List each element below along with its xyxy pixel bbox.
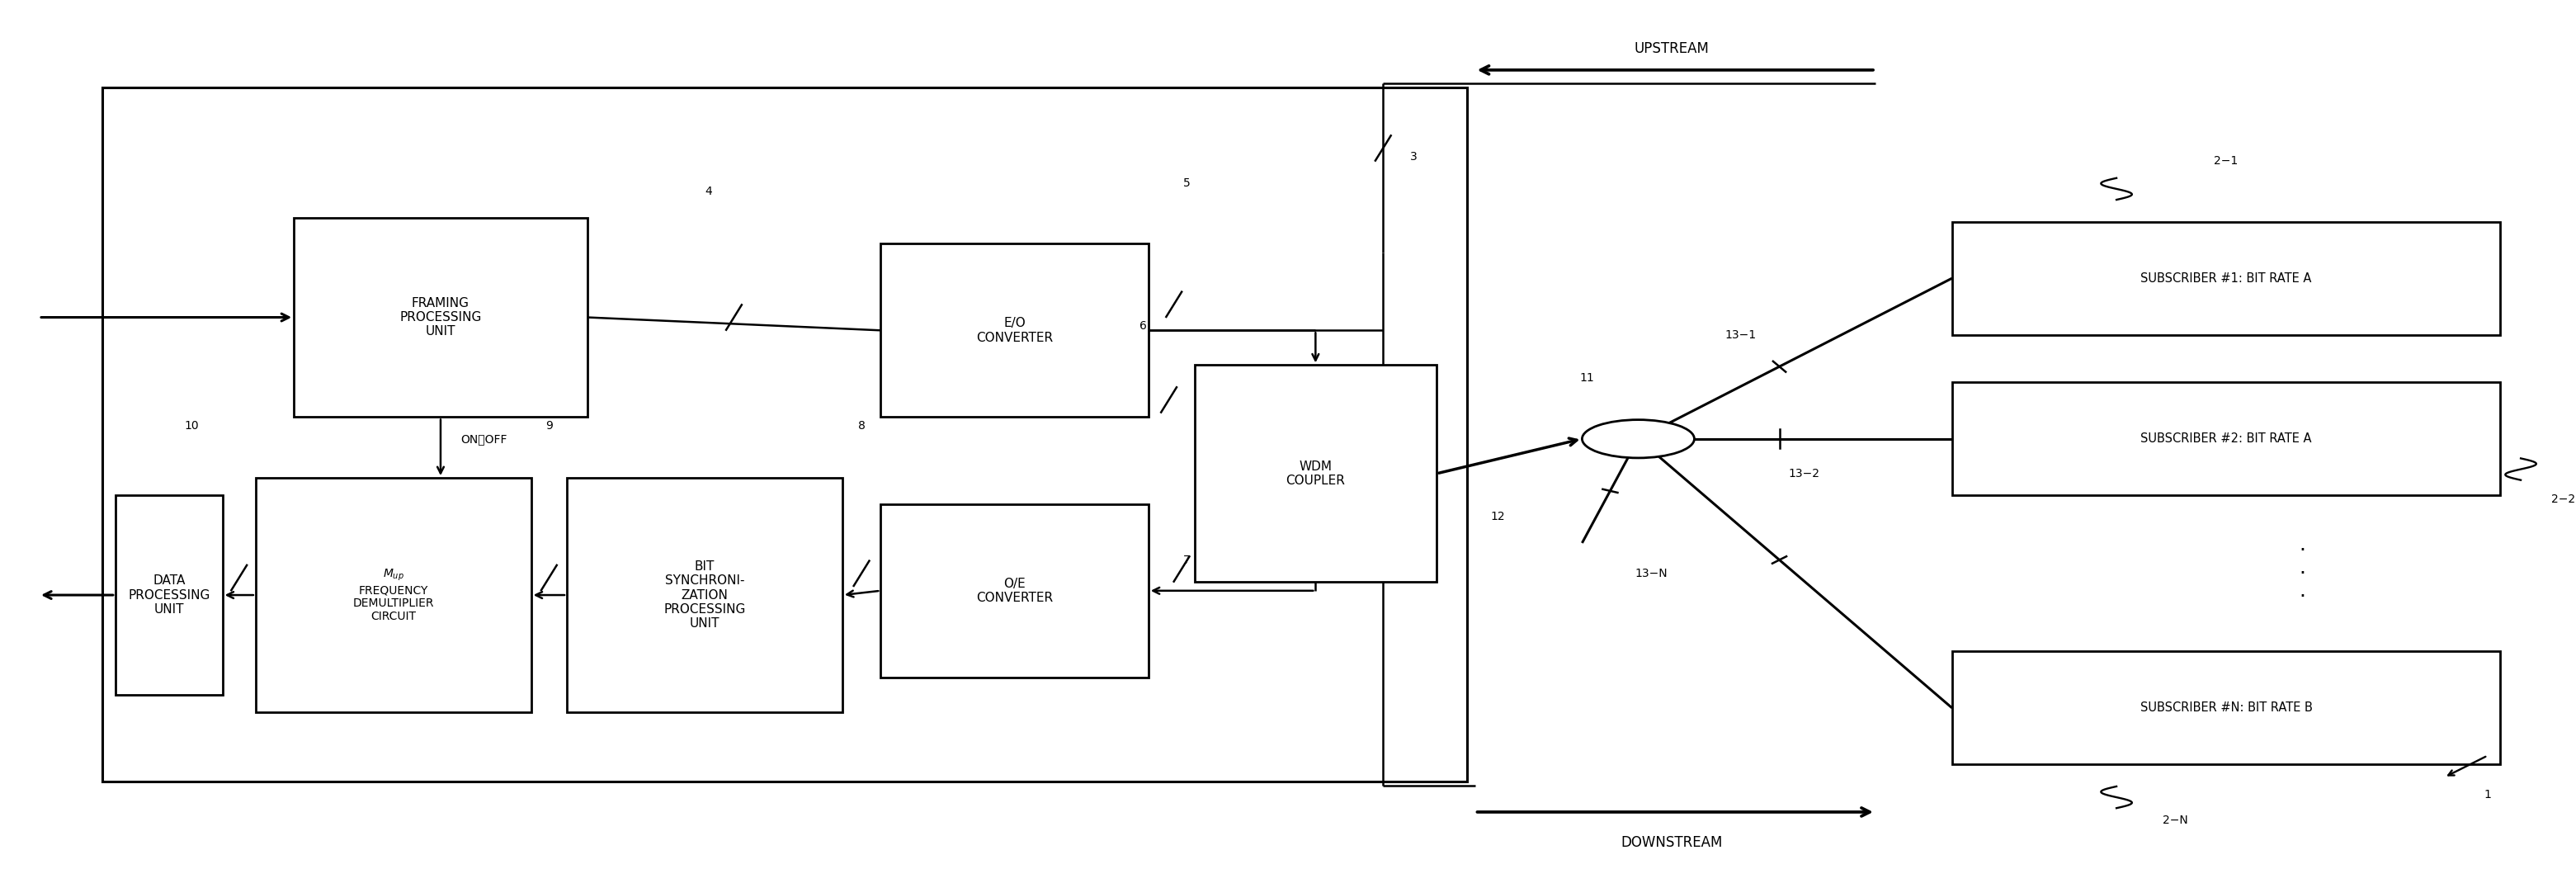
Text: 11: 11 (1579, 372, 1595, 384)
FancyBboxPatch shape (1953, 652, 2501, 764)
Text: SUBSCRIBER #N: BIT RATE B: SUBSCRIBER #N: BIT RATE B (2141, 701, 2313, 714)
Text: FRAMING
PROCESSING
UNIT: FRAMING PROCESSING UNIT (399, 297, 482, 338)
FancyBboxPatch shape (255, 478, 531, 713)
Text: WDM
COUPLER: WDM COUPLER (1285, 461, 1345, 487)
Text: 8: 8 (858, 420, 866, 432)
FancyBboxPatch shape (1953, 382, 2501, 495)
Text: 13−1: 13−1 (1723, 329, 1757, 341)
Text: $M_{up}$
FREQUENCY
DEMULTIPLIER
CIRCUIT: $M_{up}$ FREQUENCY DEMULTIPLIER CIRCUIT (353, 567, 433, 623)
Circle shape (1582, 420, 1695, 458)
Text: ·
·
·: · · · (2300, 541, 2306, 607)
Text: SUBSCRIBER #2: BIT RATE A: SUBSCRIBER #2: BIT RATE A (2141, 433, 2311, 445)
FancyBboxPatch shape (567, 478, 842, 713)
Text: DATA
PROCESSING
UNIT: DATA PROCESSING UNIT (129, 574, 209, 615)
FancyBboxPatch shape (881, 243, 1149, 417)
Text: UPSTREAM: UPSTREAM (1633, 41, 1708, 56)
Text: 6: 6 (1139, 321, 1146, 332)
Text: BIT
SYNCHRONI-
ZATION
PROCESSING
UNIT: BIT SYNCHRONI- ZATION PROCESSING UNIT (665, 561, 744, 630)
FancyBboxPatch shape (1953, 222, 2501, 335)
Text: 5: 5 (1182, 177, 1190, 189)
FancyBboxPatch shape (116, 495, 222, 695)
Text: 3: 3 (1409, 151, 1417, 163)
Text: 7: 7 (1182, 554, 1190, 566)
Text: DOWNSTREAM: DOWNSTREAM (1620, 835, 1723, 850)
Text: E/O
CONVERTER: E/O CONVERTER (976, 317, 1054, 344)
Text: SUBSCRIBER #1: BIT RATE A: SUBSCRIBER #1: BIT RATE A (2141, 272, 2311, 284)
FancyBboxPatch shape (881, 504, 1149, 678)
Text: 2−N: 2−N (2161, 815, 2187, 826)
FancyBboxPatch shape (103, 88, 1468, 781)
Text: 1: 1 (2483, 789, 2491, 800)
Text: 12: 12 (1492, 511, 1504, 523)
Text: 13−N: 13−N (1636, 567, 1667, 579)
Text: 2−1: 2−1 (2215, 156, 2239, 167)
Text: ON／OFF: ON／OFF (461, 433, 507, 445)
Text: 10: 10 (185, 420, 198, 432)
Text: 4: 4 (706, 186, 711, 197)
FancyBboxPatch shape (1195, 365, 1437, 582)
Text: 13−2: 13−2 (1788, 468, 1819, 480)
Text: 2−2: 2−2 (2550, 494, 2576, 506)
Text: 9: 9 (546, 420, 554, 432)
Text: O/E
CONVERTER: O/E CONVERTER (976, 577, 1054, 604)
FancyBboxPatch shape (294, 217, 587, 417)
